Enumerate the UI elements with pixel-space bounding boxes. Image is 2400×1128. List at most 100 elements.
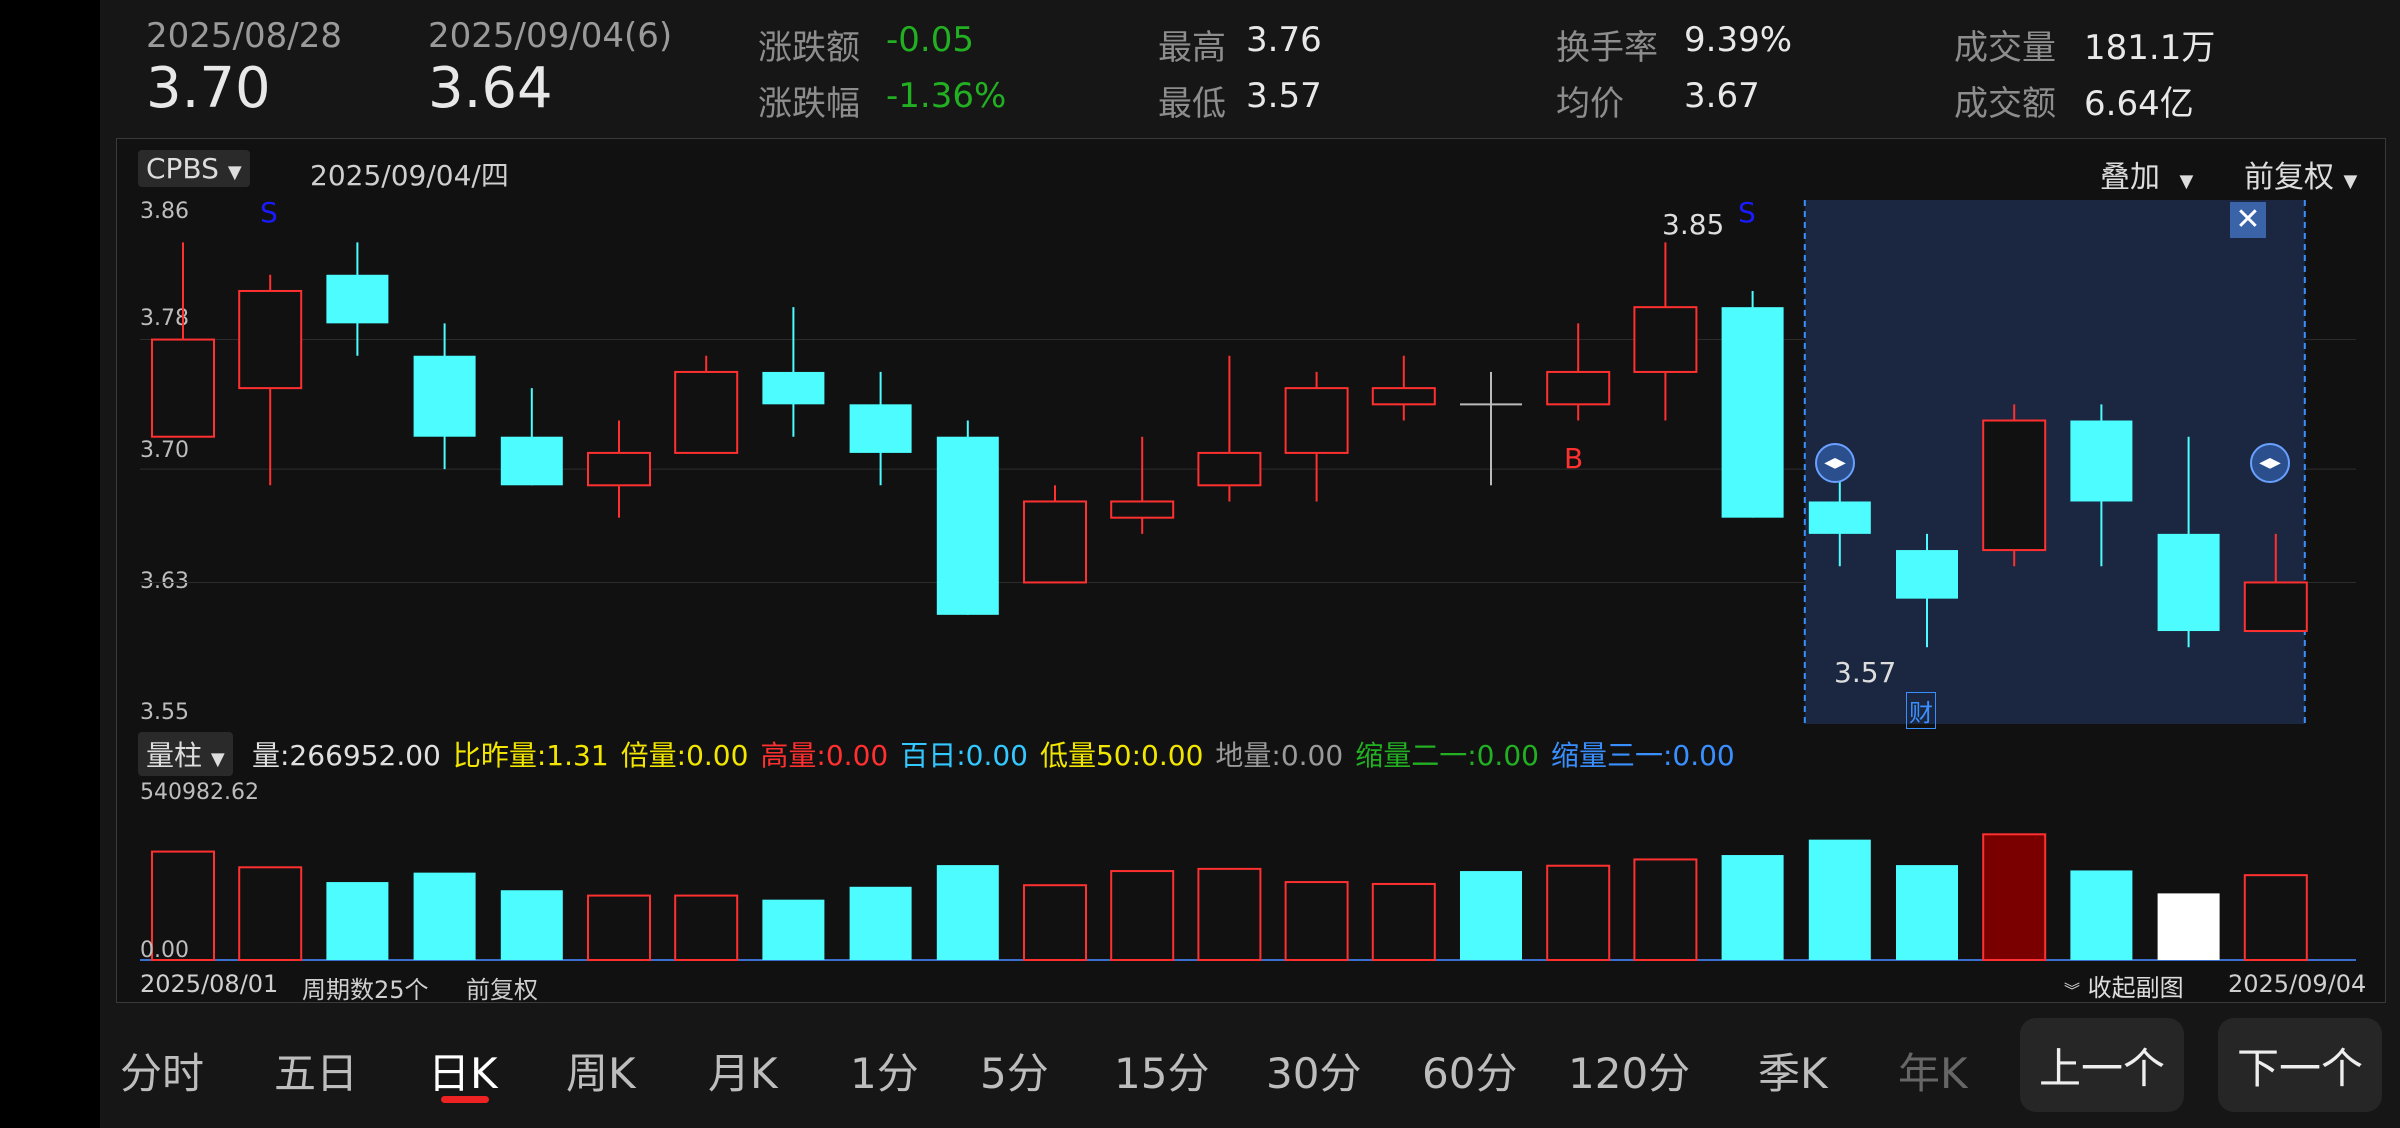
volume-bar (1284, 881, 1349, 962)
tab-1[interactable]: 五日 (274, 1049, 359, 1098)
amount-label: 成交额 (1954, 84, 2056, 124)
high-value: 3.76 (1246, 20, 1322, 60)
chevron-down-icon: ▼ (2343, 171, 2358, 192)
overlay-label: 叠加 (2100, 160, 2160, 195)
high-label: 最高 (1158, 28, 1226, 68)
volume-bar (1197, 867, 1262, 961)
collapse-subchart-button[interactable]: ︾ 收起副图 (2064, 968, 2184, 1003)
signal-s: S (260, 196, 278, 229)
tab-3[interactable]: 周K (566, 1049, 636, 1098)
volume-stat: 量:266952.00 (252, 739, 441, 772)
tab-8[interactable]: 30分 (1266, 1049, 1362, 1098)
y-tick: 3.63 (140, 569, 189, 594)
volume-selector[interactable]: 量柱 ▼ (138, 732, 233, 776)
finance-badge[interactable]: 财 (1906, 692, 1936, 729)
avg-label: 均价 (1556, 84, 1624, 124)
tab-10[interactable]: 120分 (1568, 1049, 1691, 1098)
cur-price: 3.64 (428, 56, 553, 121)
volume-stat: 缩量三一:0.00 (1550, 739, 1735, 772)
candle-body (500, 436, 563, 486)
footer-adjust: 前复权 (466, 976, 538, 1004)
signal-b: B (1564, 442, 1584, 475)
volume-bar (849, 886, 912, 960)
volume-bar (1808, 839, 1871, 960)
close-icon[interactable]: ✕ (2230, 202, 2266, 238)
volume-bar (1023, 884, 1087, 961)
amount-value: 6.64亿 (2084, 84, 2194, 124)
volume-stat: 地量:0.00 (1215, 739, 1344, 772)
period-tab-bar (100, 1005, 2400, 1128)
tab-7[interactable]: 15分 (1114, 1049, 1210, 1098)
turnover-label: 换手率 (1556, 28, 1658, 68)
volume-stat: 高量:0.00 (760, 739, 889, 772)
chevron-down-icon: ▼ (227, 162, 242, 183)
chevron-down-icon: ▼ (2179, 171, 2194, 192)
candle-body (151, 338, 215, 438)
tab-4[interactable]: 月K (708, 1049, 778, 1098)
start-date: 2025/08/01 (140, 970, 279, 998)
selection-range (1804, 200, 2305, 724)
candle-body (2243, 581, 2308, 633)
volume-bar (2070, 870, 2133, 960)
low-value: 3.57 (1246, 76, 1322, 116)
candle-body (2157, 533, 2220, 632)
volume-bar (1371, 882, 1436, 961)
volume-bar (936, 865, 999, 960)
prev-button[interactable]: 上一个 (2020, 1018, 2184, 1112)
indicator-selector[interactable]: CPBS ▼ (138, 150, 250, 187)
range-handle-left-icon[interactable]: ◀▶ (1815, 443, 1855, 483)
volume-label: 成交量 (1954, 28, 2056, 68)
volume-stats: 量:266952.00 比昨量:1.31 倍量:0.00 高量:0.00 百日:0.00… (252, 734, 1747, 774)
chart-date: 2025/09/04/四 (310, 159, 509, 192)
volume-stat: 百日:0.00 (900, 739, 1028, 772)
tab-12[interactable]: 年K (1898, 1049, 1968, 1098)
adjust-label: 前复权 (2244, 160, 2334, 195)
candle-body (1808, 501, 1871, 534)
volume-value: 181.1万 (2084, 28, 2216, 68)
change-pct-value: -1.36% (886, 76, 1007, 116)
next-button[interactable]: 下一个 (2218, 1018, 2382, 1112)
tab-0[interactable]: 分时 (120, 1049, 205, 1098)
volume-stat: 低量50:0.00 (1039, 739, 1204, 772)
candle-body (1546, 370, 1611, 406)
volume-bar (1110, 870, 1175, 961)
range-handle-right-icon[interactable]: ◀▶ (2250, 443, 2290, 483)
candle-body (849, 404, 912, 453)
y-tick: 3.70 (140, 438, 189, 463)
candle-body (1721, 307, 1784, 518)
volume-stat: 缩量二一:0.00 (1355, 739, 1539, 772)
tab-11[interactable]: 季K (1758, 1049, 1828, 1098)
candle-body (2070, 420, 2133, 502)
volume-bar (326, 882, 389, 960)
volume-bar (413, 872, 476, 960)
candle-body (326, 274, 389, 324)
candle-body (1982, 419, 2047, 552)
overlay-button[interactable]: 叠加 ▼ (2100, 152, 2193, 196)
volume-bar (500, 890, 563, 960)
candle-body (936, 436, 999, 615)
low-marker: 3.57 (1834, 656, 1897, 689)
active-tab-indicator (441, 1096, 489, 1103)
end-date: 2025/09/04 (2228, 970, 2367, 998)
y-tick: 3.55 (140, 700, 189, 725)
adjust-button[interactable]: 前复权 ▼ (2244, 152, 2357, 196)
volume-bar (1546, 864, 1611, 962)
candle-body (1371, 387, 1436, 406)
candle-body (674, 370, 739, 454)
tab-9[interactable]: 60分 (1422, 1049, 1518, 1098)
volume-bar (587, 894, 651, 962)
change-pct-label: 涨跌幅 (758, 84, 860, 124)
candle-body (1023, 500, 1087, 584)
candle-body (1284, 387, 1349, 454)
volume-max-label: 540982.62 (140, 780, 259, 805)
candle-body (238, 289, 303, 390)
candle-body (1633, 306, 1698, 373)
tab-6[interactable]: 5分 (980, 1049, 1049, 1098)
volume-zero-label: 0.00 (140, 938, 189, 963)
tab-2[interactable]: 日K (428, 1049, 498, 1098)
cur-date: 2025/09/04(6) (428, 16, 673, 56)
tab-5[interactable]: 1分 (850, 1049, 919, 1098)
candle-body (1896, 550, 1958, 599)
collapse-label: 收起副图 (2087, 974, 2184, 1002)
